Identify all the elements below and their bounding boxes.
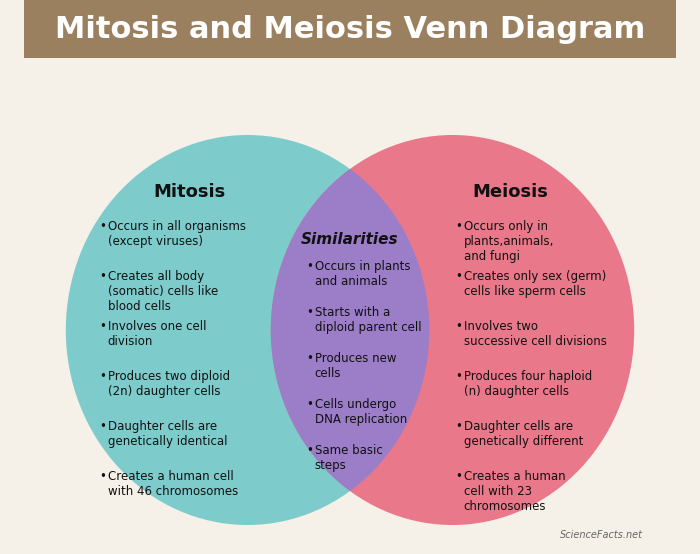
Text: •: • <box>455 470 462 483</box>
Text: Creates all body
(somatic) cells like
blood cells: Creates all body (somatic) cells like bl… <box>108 270 218 313</box>
Polygon shape <box>271 170 429 491</box>
Text: Produces two diploid
(2n) daughter cells: Produces two diploid (2n) daughter cells <box>108 370 230 398</box>
Text: •: • <box>455 270 462 283</box>
Text: •: • <box>306 352 313 365</box>
Text: •: • <box>306 444 313 457</box>
Text: •: • <box>306 306 313 319</box>
Circle shape <box>66 135 429 525</box>
Text: Similarities: Similarities <box>301 233 399 248</box>
Text: ScienceFacts.net: ScienceFacts.net <box>560 530 643 540</box>
Text: Involves one cell
division: Involves one cell division <box>108 320 206 348</box>
Text: Mitosis and Meiosis Venn Diagram: Mitosis and Meiosis Venn Diagram <box>55 16 645 44</box>
Text: Creates a human
cell with 23
chromosomes: Creates a human cell with 23 chromosomes <box>463 470 566 513</box>
Text: Produces four haploid
(n) daughter cells: Produces four haploid (n) daughter cells <box>463 370 592 398</box>
Text: Creates a human cell
with 46 chromosomes: Creates a human cell with 46 chromosomes <box>108 470 238 498</box>
Text: Occurs in all organisms
(except viruses): Occurs in all organisms (except viruses) <box>108 220 246 248</box>
Text: •: • <box>99 220 106 233</box>
Text: Occurs in plants
and animals: Occurs in plants and animals <box>314 260 410 288</box>
Text: •: • <box>306 260 313 273</box>
Text: •: • <box>99 270 106 283</box>
Text: Same basic
steps: Same basic steps <box>314 444 382 472</box>
FancyBboxPatch shape <box>24 0 676 58</box>
Text: •: • <box>99 470 106 483</box>
Text: Daughter cells are
genetically identical: Daughter cells are genetically identical <box>108 420 228 448</box>
Text: •: • <box>455 220 462 233</box>
Text: Produces new
cells: Produces new cells <box>314 352 396 380</box>
Text: Starts with a
diploid parent cell: Starts with a diploid parent cell <box>314 306 421 334</box>
Text: •: • <box>99 420 106 433</box>
Text: Daughter cells are
genetically different: Daughter cells are genetically different <box>463 420 583 448</box>
Text: Cells undergo
DNA replication: Cells undergo DNA replication <box>314 398 407 426</box>
Circle shape <box>271 135 634 525</box>
Text: •: • <box>99 320 106 333</box>
Text: •: • <box>99 370 106 383</box>
Text: Creates only sex (germ)
cells like sperm cells: Creates only sex (germ) cells like sperm… <box>463 270 606 298</box>
Text: •: • <box>455 420 462 433</box>
Text: Involves two
successive cell divisions: Involves two successive cell divisions <box>463 320 607 348</box>
Text: Mitosis: Mitosis <box>153 183 226 201</box>
Text: •: • <box>455 320 462 333</box>
Text: Meiosis: Meiosis <box>473 183 548 201</box>
Text: Occurs only in
plants,animals,
and fungi: Occurs only in plants,animals, and fungi <box>463 220 554 263</box>
Text: •: • <box>455 370 462 383</box>
Text: •: • <box>306 398 313 411</box>
